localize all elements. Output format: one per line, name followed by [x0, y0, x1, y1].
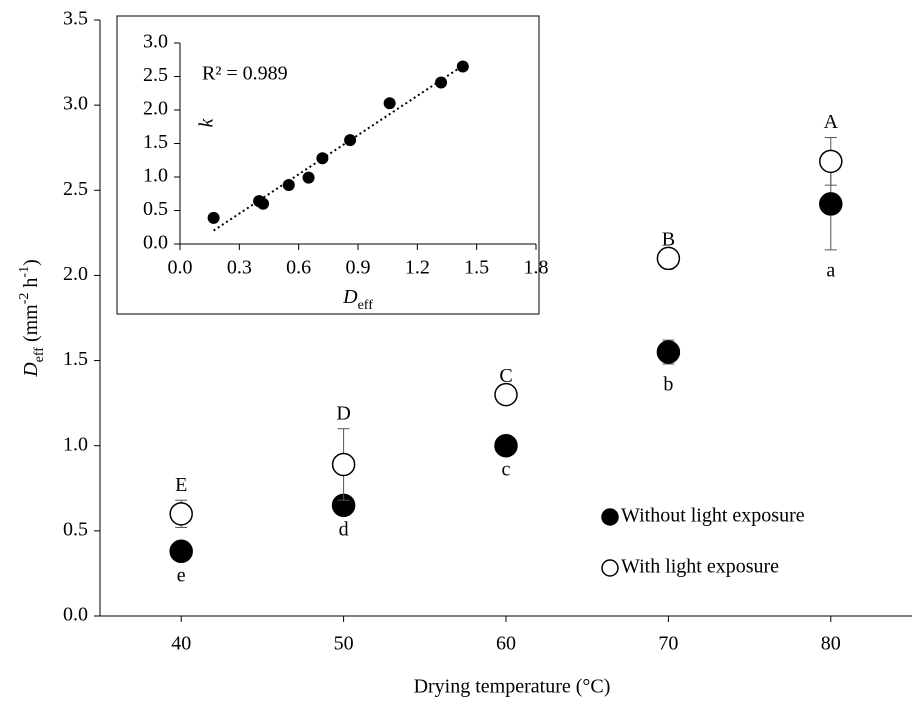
legend-label: Without light exposure: [621, 505, 805, 527]
significance-letter: d: [339, 518, 349, 540]
label-part: D: [20, 362, 42, 378]
significance-letter: C: [499, 365, 512, 387]
x-tick-label: 40: [171, 633, 191, 655]
x-tick-label: 50: [334, 633, 354, 655]
y-tick-label: 1.0: [63, 433, 88, 455]
x-tick-label: 60: [496, 633, 516, 655]
data-point: [657, 341, 679, 363]
legend-marker: [602, 509, 618, 525]
y-tick-label: 0.5: [63, 518, 88, 540]
y-tick-label: 2.0: [143, 98, 168, 120]
data-point: [820, 150, 842, 172]
y-tick-label: 2.5: [143, 64, 168, 86]
y-tick-label: 1.5: [143, 131, 168, 153]
y-tick-label: 0.0: [143, 232, 168, 254]
data-point: [657, 247, 679, 269]
legend-marker: [602, 560, 618, 576]
data-point: [384, 97, 396, 109]
significance-letter: D: [336, 402, 350, 424]
x-tick-label: 80: [821, 633, 841, 655]
data-point: [170, 540, 192, 562]
data-point: [303, 172, 315, 184]
data-point: [170, 503, 192, 525]
x-tick-label: 0.6: [286, 257, 311, 279]
data-point: [316, 152, 328, 164]
label-part: eff: [358, 298, 374, 313]
y-tick-label: 3.5: [63, 8, 88, 30]
y-tick-label: 2.5: [63, 178, 88, 200]
label-part: eff: [32, 347, 47, 363]
x-tick-label: 0.0: [168, 257, 193, 279]
significance-letter: E: [175, 474, 187, 496]
data-point: [283, 179, 295, 191]
x-tick-label: 1.2: [405, 257, 430, 279]
x-tick-label: 0.9: [346, 257, 371, 279]
page: Drying temperature (°C) k R² = 0.989 0.0…: [0, 0, 914, 702]
data-point: [820, 193, 842, 215]
y-tick-label: 2.0: [63, 263, 88, 285]
label-part: (mm: [20, 304, 42, 347]
significance-letter: e: [177, 564, 186, 586]
data-point: [257, 198, 269, 210]
x-tick-label: 1.5: [464, 257, 489, 279]
label-part: -1: [17, 266, 32, 278]
label-part: ): [20, 259, 42, 266]
y-axis-label: k: [196, 117, 218, 127]
annotation: R² = 0.989: [202, 63, 288, 85]
data-point: [344, 134, 356, 146]
y-tick-label: 3.0: [63, 93, 88, 115]
x-axis-label: Drying temperature (°C): [414, 676, 611, 698]
x-tick-label: 1.8: [524, 257, 549, 279]
significance-letter: a: [826, 259, 835, 281]
x-tick-label: 70: [658, 633, 678, 655]
legend-label: With light exposure: [621, 556, 779, 578]
y-tick-label: 1.5: [63, 348, 88, 370]
significance-letter: c: [502, 459, 511, 481]
label-part: h: [20, 278, 42, 293]
data-point: [495, 435, 517, 457]
y-tick-label: 3.0: [143, 31, 168, 53]
data-point: [333, 453, 355, 475]
y-axis-label: Deff (mm-2 h-1): [17, 259, 47, 378]
significance-letter: A: [824, 111, 839, 133]
y-tick-label: 1.0: [143, 165, 168, 187]
label-part: D: [342, 286, 358, 308]
x-tick-label: 0.3: [227, 257, 252, 279]
chart: Drying temperature (°C) k R² = 0.989 0.0…: [0, 0, 914, 702]
label-part: -2: [17, 293, 32, 305]
significance-letter: b: [663, 374, 673, 396]
y-tick-label: 0.0: [63, 604, 88, 626]
significance-letter: B: [662, 229, 675, 251]
data-point: [208, 212, 220, 224]
data-point: [457, 60, 469, 72]
y-tick-label: 0.5: [143, 198, 168, 220]
data-point: [435, 77, 447, 89]
data-point: [495, 384, 517, 406]
